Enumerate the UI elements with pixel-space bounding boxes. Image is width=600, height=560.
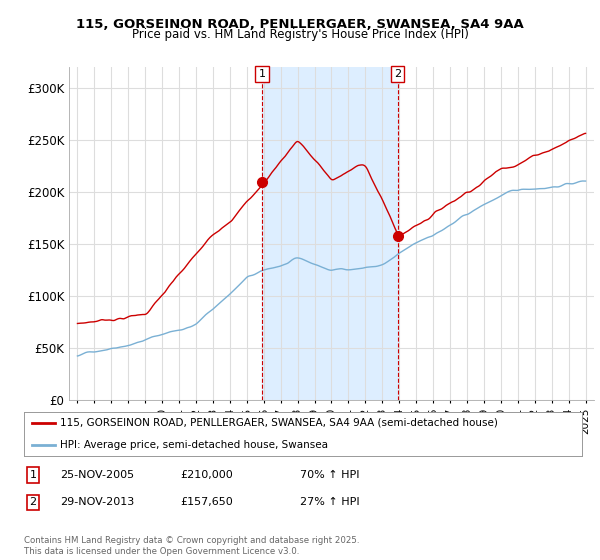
Text: 2: 2 <box>394 69 401 79</box>
Text: HPI: Average price, semi-detached house, Swansea: HPI: Average price, semi-detached house,… <box>60 440 328 450</box>
Text: 25-NOV-2005: 25-NOV-2005 <box>60 470 134 480</box>
Text: 2: 2 <box>29 497 37 507</box>
Text: £157,650: £157,650 <box>180 497 233 507</box>
Text: Contains HM Land Registry data © Crown copyright and database right 2025.
This d: Contains HM Land Registry data © Crown c… <box>24 536 359 556</box>
Text: 115, GORSEINON ROAD, PENLLERGAER, SWANSEA, SA4 9AA: 115, GORSEINON ROAD, PENLLERGAER, SWANSE… <box>76 18 524 31</box>
Text: 70% ↑ HPI: 70% ↑ HPI <box>300 470 359 480</box>
Text: £210,000: £210,000 <box>180 470 233 480</box>
Text: Price paid vs. HM Land Registry's House Price Index (HPI): Price paid vs. HM Land Registry's House … <box>131 28 469 41</box>
Text: 1: 1 <box>29 470 37 480</box>
Bar <box>262 67 398 400</box>
Text: 115, GORSEINON ROAD, PENLLERGAER, SWANSEA, SA4 9AA (semi-detached house): 115, GORSEINON ROAD, PENLLERGAER, SWANSE… <box>60 418 498 428</box>
Text: 27% ↑ HPI: 27% ↑ HPI <box>300 497 359 507</box>
Text: 29-NOV-2013: 29-NOV-2013 <box>60 497 134 507</box>
Text: 1: 1 <box>259 69 266 79</box>
